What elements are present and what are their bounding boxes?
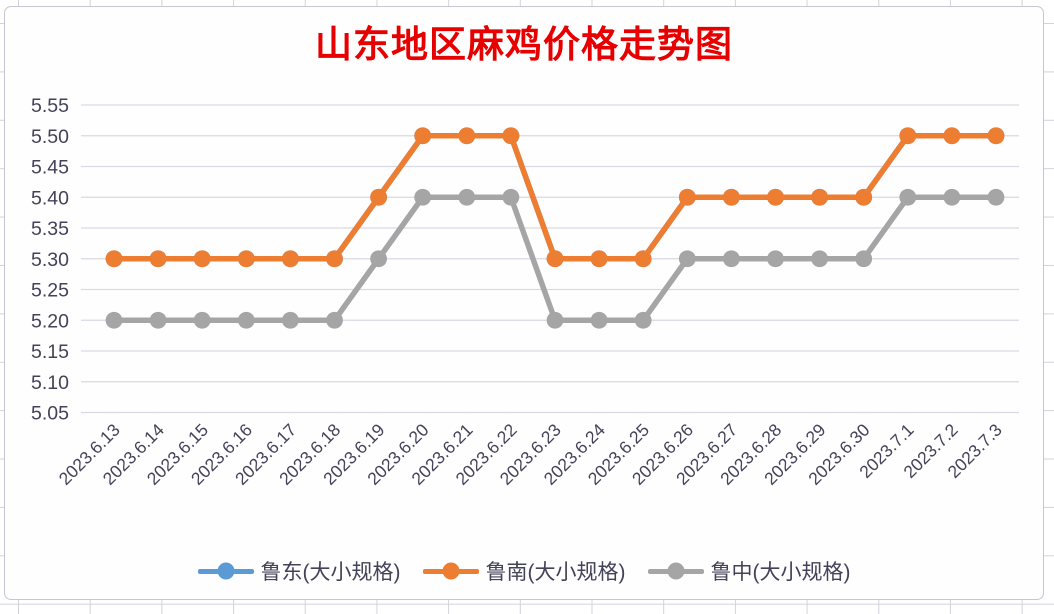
y-axis-tick-label: 5.15	[31, 341, 69, 363]
y-axis-tick-label: 5.30	[31, 249, 69, 271]
series-point-鲁南(大小规格)	[590, 250, 608, 268]
series-point-鲁南(大小规格)	[855, 188, 873, 206]
series-point-鲁南(大小规格)	[193, 250, 211, 268]
series-point-鲁中(大小规格)	[282, 311, 299, 329]
series-point-鲁中(大小规格)	[855, 250, 873, 268]
y-axis-tick-label: 5.40	[31, 187, 69, 209]
legend-item[interactable]: 鲁中(大小规格)	[647, 556, 851, 586]
y-axis-tick-label: 5.35	[31, 218, 69, 240]
legend-line-marker-icon	[647, 562, 704, 580]
series-point-鲁中(大小规格)	[458, 188, 476, 206]
series-point-鲁南(大小规格)	[811, 188, 828, 206]
y-axis-tick-label: 5.05	[31, 403, 69, 425]
series-point-鲁中(大小规格)	[987, 188, 1005, 206]
series-point-鲁南(大小规格)	[414, 127, 432, 145]
legend-dot-icon	[442, 562, 459, 580]
series-point-鲁南(大小规格)	[767, 188, 784, 206]
y-axis-tick-label: 5.55	[31, 95, 69, 117]
series-point-鲁中(大小规格)	[678, 250, 696, 268]
legend-item-label: 鲁南(大小规格)	[485, 561, 626, 584]
series-point-鲁南(大小规格)	[326, 250, 343, 268]
series-point-鲁南(大小规格)	[634, 250, 652, 268]
series-point-鲁中(大小规格)	[811, 250, 828, 268]
series-point-鲁南(大小规格)	[502, 127, 520, 145]
series-point-鲁中(大小规格)	[193, 311, 211, 329]
series-point-鲁南(大小规格)	[546, 250, 564, 268]
series-point-鲁中(大小规格)	[899, 188, 917, 206]
series-point-鲁中(大小规格)	[634, 311, 652, 329]
legend-dot-icon	[217, 562, 234, 580]
series-point-鲁中(大小规格)	[105, 311, 123, 329]
series-point-鲁中(大小规格)	[414, 188, 432, 206]
legend-item-label: 鲁东(大小规格)	[260, 561, 401, 584]
chart-legend: 鲁东(大小规格) 鲁南(大小规格) 鲁中(大小规格)	[5, 556, 1043, 586]
series-point-鲁南(大小规格)	[282, 250, 299, 268]
series-point-鲁中(大小规格)	[502, 188, 520, 206]
series-point-鲁南(大小规格)	[458, 127, 476, 145]
series-point-鲁中(大小规格)	[943, 188, 961, 206]
series-point-鲁南(大小规格)	[149, 250, 167, 268]
y-axis-tick-label: 5.10	[31, 372, 69, 394]
series-point-鲁南(大小规格)	[678, 188, 696, 206]
y-axis-tick-label: 5.50	[31, 126, 69, 148]
chart-card[interactable]: 5.55 5.50 5.45 5.40 5.35 5.30 5.25 5.20 5.15 5.10…	[4, 6, 1044, 600]
legend-line-marker-icon	[197, 562, 254, 580]
series-point-鲁中(大小规格)	[546, 311, 564, 329]
series-point-鲁南(大小规格)	[943, 127, 961, 145]
series-point-鲁南(大小规格)	[237, 250, 255, 268]
series-point-鲁南(大小规格)	[105, 250, 123, 268]
y-axis-tick-label: 5.20	[31, 310, 69, 332]
legend-dot-icon	[667, 562, 684, 580]
y-axis-tick-label: 5.45	[31, 157, 69, 179]
series-point-鲁中(大小规格)	[149, 311, 167, 329]
series-point-鲁南(大小规格)	[899, 127, 917, 145]
legend-line-marker-icon	[422, 562, 479, 580]
chart-title: 山东地区麻鸡价格走势图	[315, 24, 733, 65]
legend-item-label: 鲁中(大小规格)	[710, 561, 851, 584]
series-point-鲁中(大小规格)	[590, 311, 608, 329]
y-axis-tick-label: 5.25	[31, 280, 69, 302]
series-point-鲁中(大小规格)	[370, 250, 387, 268]
series-point-鲁中(大小规格)	[326, 311, 343, 329]
series-point-鲁南(大小规格)	[370, 188, 387, 206]
series-point-鲁南(大小规格)	[723, 188, 740, 206]
series-point-鲁中(大小规格)	[237, 311, 255, 329]
series-point-鲁中(大小规格)	[723, 250, 740, 268]
series-point-鲁中(大小规格)	[767, 250, 784, 268]
legend-item[interactable]: 鲁东(大小规格)	[197, 556, 401, 586]
chart-canvas: 5.55 5.50 5.45 5.40 5.35 5.30 5.25 5.20 5.15 5.10…	[31, 95, 1019, 489]
legend-item[interactable]: 鲁南(大小规格)	[422, 556, 626, 586]
series-point-鲁南(大小规格)	[987, 127, 1005, 145]
